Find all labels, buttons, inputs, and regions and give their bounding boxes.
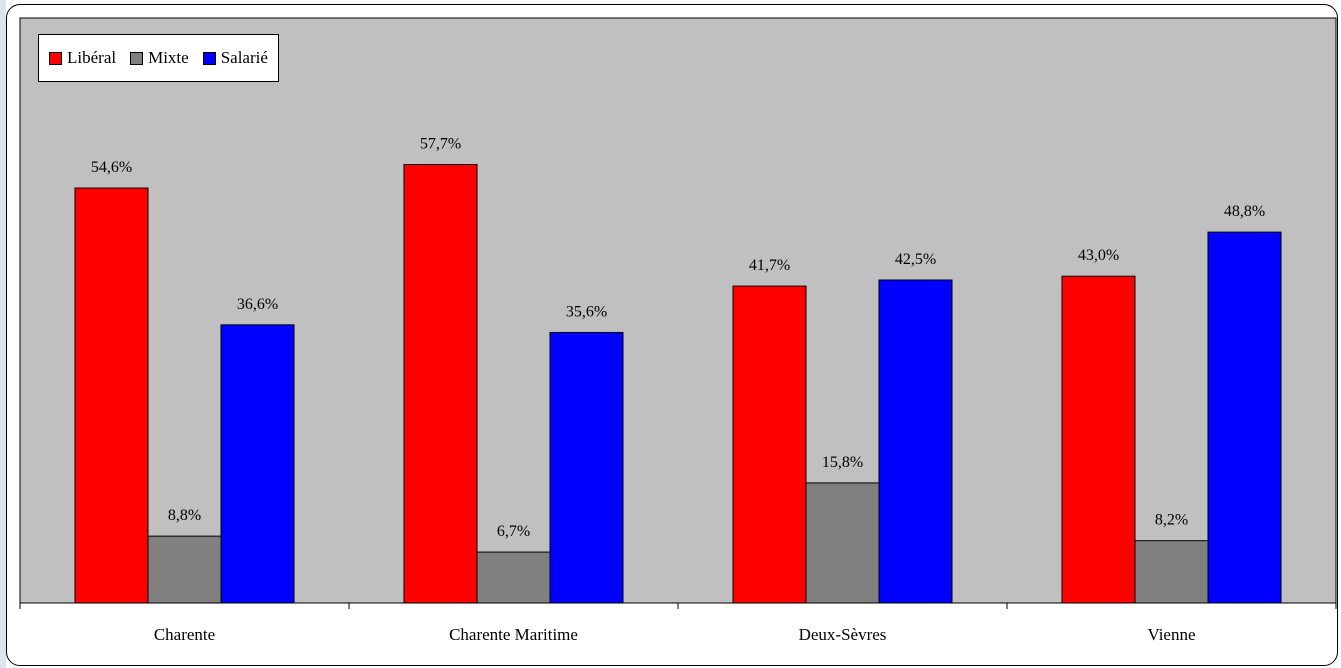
chart-legend: Libéral Mixte Salarié <box>38 34 279 82</box>
bar-salarie-1 <box>549 331 624 604</box>
plot-background <box>19 17 1337 604</box>
legend-swatch <box>130 51 144 65</box>
data-label: 8,2% <box>1155 512 1188 529</box>
legend-item: Salarié <box>202 48 268 68</box>
bar-mixte-1 <box>476 551 551 604</box>
legend-label: Salarié <box>220 48 268 67</box>
bar-liberal-0 <box>74 187 149 604</box>
bar-mixte-3 <box>1134 540 1209 604</box>
data-label: 41,7% <box>749 257 790 274</box>
bar-liberal-2 <box>732 285 807 604</box>
bar-salarie-3 <box>1207 231 1282 604</box>
legend-label: Libéral <box>67 48 117 67</box>
bar-liberal-3 <box>1061 275 1136 604</box>
data-label: 6,7% <box>497 523 530 540</box>
data-label: 57,7% <box>420 135 461 152</box>
data-label: 8,8% <box>168 507 201 524</box>
data-label: 48,8% <box>1224 203 1265 220</box>
data-label: 36,6% <box>237 296 278 313</box>
x-tick-label: Charente Maritime <box>449 625 578 644</box>
data-label: 43,0% <box>1078 247 1119 264</box>
page-edge <box>0 0 6 668</box>
data-label: 42,5% <box>895 251 936 268</box>
data-label: 35,6% <box>566 303 607 320</box>
bar-salarie-0 <box>220 324 295 604</box>
data-label: 15,8% <box>822 454 863 471</box>
legend-swatch <box>49 51 62 65</box>
data-label: 54,6% <box>91 159 132 176</box>
bar-mixte-2 <box>805 482 880 604</box>
x-tick-label: Charente <box>154 625 215 644</box>
bar-liberal-1 <box>403 163 478 604</box>
x-tick-label: Deux-Sèvres <box>799 625 887 644</box>
legend-item: Libéral <box>49 48 116 68</box>
bar-salarie-2 <box>878 279 953 604</box>
legend-label: Mixte <box>148 48 189 67</box>
bar-mixte-0 <box>147 535 222 604</box>
x-tick-label: Vienne <box>1147 625 1195 644</box>
legend-swatch <box>202 51 216 65</box>
legend-item: Mixte <box>130 48 189 68</box>
